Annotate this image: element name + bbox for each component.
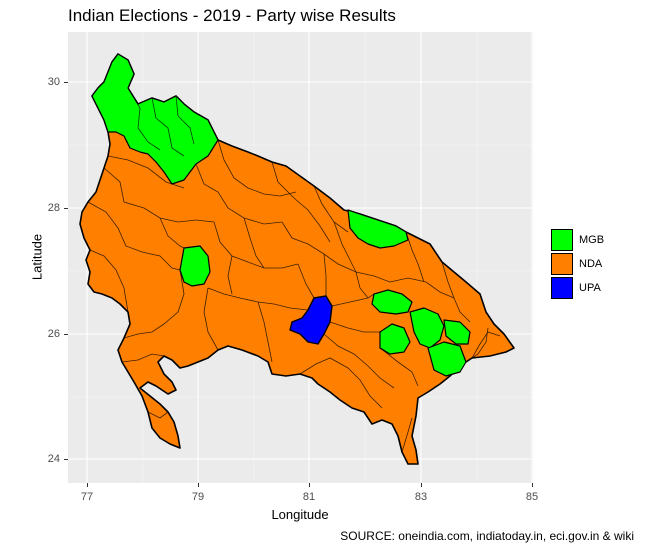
x-tick-label: 85 [525,491,539,503]
x-tick-label: 81 [302,491,316,503]
x-tick-mark [421,483,422,487]
legend-item-nda: NDA [551,252,604,276]
mgb-region-east-4 [427,341,467,377]
legend-key-upa [551,277,573,299]
y-tick-label: 28 [47,202,60,214]
x-tick-label: 77 [80,491,94,503]
x-tick-mark [198,483,199,487]
legend: MGB NDA UPA [551,228,604,300]
y-tick-label: 26 [47,328,60,340]
mgb-region-east-1 [371,289,413,315]
y-tick-label: 30 [47,76,60,88]
mgb-region-east-5 [443,319,471,345]
source-caption: SOURCE: oneindia.com, indiatoday.in, eci… [340,529,634,543]
map-canvas [68,32,533,483]
legend-key-nda [551,253,573,275]
district-boundaries [87,87,501,453]
mgb-region-north-east [347,209,409,249]
plot-title: Indian Elections - 2019 - Party wise Res… [68,6,396,25]
legend-label-mgb: MGB [579,234,605,246]
y-tick-mark [64,459,68,460]
y-tick-label: 24 [47,453,60,465]
y-axis-label: Latitude [29,233,45,281]
y-tick-mark [64,334,68,335]
x-tick-label: 83 [414,491,428,503]
legend-item-mgb: MGB [551,228,604,252]
x-tick-label: 79 [191,491,205,503]
legend-label-nda: NDA [579,258,603,270]
y-tick-mark [64,208,68,209]
mgb-region-east-3 [409,307,445,349]
map-panel [68,32,533,483]
legend-item-upa: UPA [551,276,604,300]
mgb-regions [91,53,471,377]
y-tick-mark [64,82,68,83]
legend-label-upa: UPA [579,282,601,294]
mgb-region-west [91,53,219,185]
legend-key-mgb [551,229,573,251]
x-tick-mark [532,483,533,487]
x-tick-mark [87,483,88,487]
x-axis-label: Longitude [271,507,329,522]
mgb-region-center-west [179,245,211,287]
x-tick-mark [309,483,310,487]
